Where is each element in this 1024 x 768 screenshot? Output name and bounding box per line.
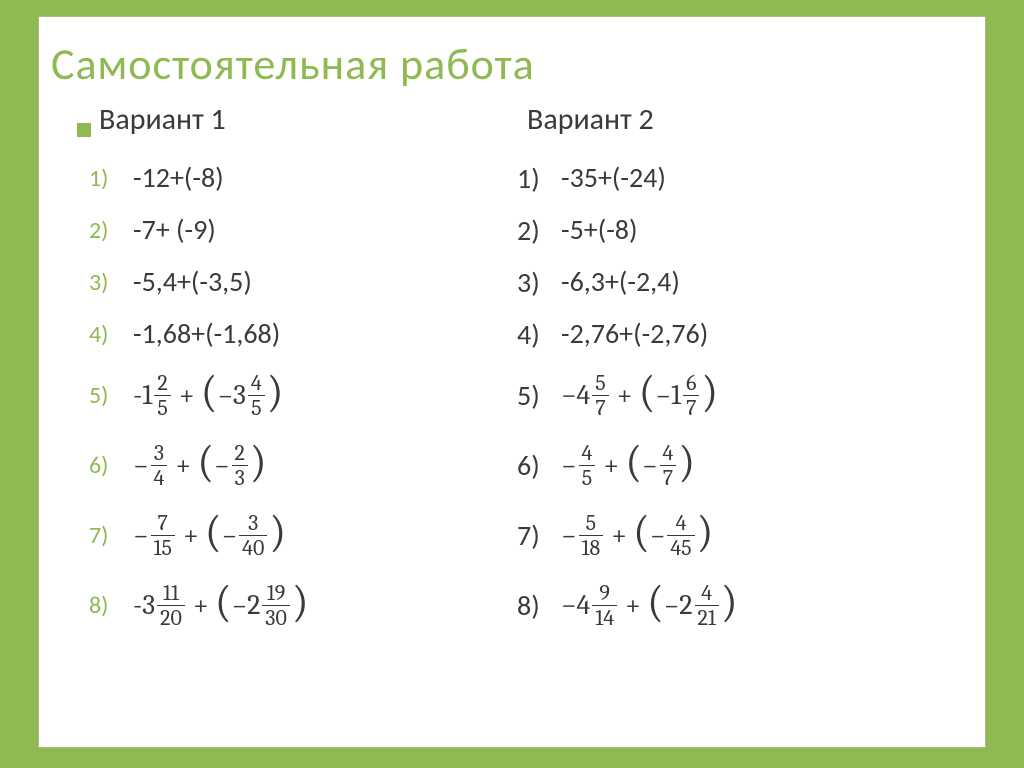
list-item: 4) -2,76+(-2,76) [517,308,945,360]
expression: -7+ (-9) [133,216,216,244]
list-item: 3) -6,3+(-2,4) [517,256,945,308]
item-number: 3) [89,268,133,297]
slide-background: Самостоятельная работа Вариант 1 1) -12+… [0,0,1024,768]
fraction: 57 [592,372,608,419]
fraction: 34 [151,442,168,489]
expression: -5,4+(-3,5) [133,268,252,296]
item-number: 7) [89,521,133,550]
fraction: 421 [695,582,719,629]
list-item: 3) -5,4+(-3,5) [89,256,517,308]
variant-1-heading: Вариант 1 [89,101,517,138]
list-item: 2) -5+(-8) [517,204,945,256]
mixed-int: −4 [561,381,590,409]
columns-container: Вариант 1 1) -12+(-8) 2) -7+ (-9) 3) -5,… [89,101,945,727]
fraction: 1930 [262,582,290,629]
list-item: 6) −45 + (−47) [517,430,945,500]
fraction: 25 [154,372,170,419]
column-1: Вариант 1 1) -12+(-8) 2) -7+ (-9) 3) -5,… [89,101,517,727]
expression: −34 + (−23) [133,442,267,489]
item-number: 4) [517,317,561,352]
mixed-int: −4 [561,591,590,619]
fraction: 45 [579,442,596,489]
list-item: 8) -31120 + (−21930) [89,570,517,640]
item-number: 8) [517,588,561,623]
expression: −4914 + (−2421) [561,582,738,629]
item-number: 7) [517,518,561,553]
mixed-int: 1 [671,381,681,409]
mixed-int: -3 [133,591,155,619]
fraction: 23 [232,442,248,489]
list-item: 1) -12+(-8) [89,152,517,204]
item-number: 2) [517,213,561,248]
item-number: 5) [517,378,561,413]
expression: -1,68+(-1,68) [133,320,280,348]
slide-title: Самостоятельная работа [51,37,535,91]
list-item: 4) -1,68+(-1,68) [89,308,517,360]
fraction: 67 [683,372,699,419]
expression: -35+(-24) [561,164,666,192]
list-item: 7) −715 + (−340) [89,500,517,570]
mixed-int: -1 [133,381,152,409]
expression: −45 + (−47) [561,442,695,489]
fraction: 340 [239,512,267,559]
list-item: 8) −4914 + (−2421) [517,570,945,640]
list-item: 5) −457 + (−167) [517,360,945,430]
expression: -2,76+(-2,76) [561,320,708,348]
mixed-int: 2 [679,591,692,619]
fraction: 47 [660,442,677,489]
item-number: 6) [517,448,561,483]
item-number: 3) [517,265,561,300]
fraction: 518 [579,512,604,559]
list-item: 1) -35+(-24) [517,152,945,204]
expression: -6,3+(-2,4) [561,268,680,296]
item-number: 8) [89,591,133,620]
fraction: 914 [592,582,617,629]
item-number: 4) [89,320,133,349]
item-number: 2) [89,216,133,245]
variant-2-heading: Вариант 2 [517,101,945,138]
expression: -5+(-8) [561,216,637,244]
item-number: 1) [89,164,133,193]
fraction: 1120 [157,582,185,629]
item-number: 6) [89,451,133,480]
fraction: 445 [667,512,694,559]
expression: -125 + (−345) [133,372,284,419]
content-panel: Самостоятельная работа Вариант 1 1) -12+… [38,16,986,748]
list-item: 2) -7+ (-9) [89,204,517,256]
expression: −457 + (−167) [561,372,718,419]
mixed-int: 2 [247,591,260,619]
item-number: 5) [89,381,133,410]
item-number: 1) [517,161,561,196]
fraction: 715 [151,512,175,559]
expression: -12+(-8) [133,164,224,192]
list-item: 7) −518 + (−445) [517,500,945,570]
list-item: 5) -125 + (−345) [89,360,517,430]
fraction: 45 [248,372,265,419]
column-2: Вариант 2 1) -35+(-24) 2) -5+(-8) 3) -6,… [517,101,945,727]
mixed-int: 3 [233,381,246,409]
list-item: 6) −34 + (−23) [89,430,517,500]
expression: −518 + (−445) [561,512,713,559]
expression: −715 + (−340) [133,512,286,559]
expression: -31120 + (−21930) [133,582,309,629]
